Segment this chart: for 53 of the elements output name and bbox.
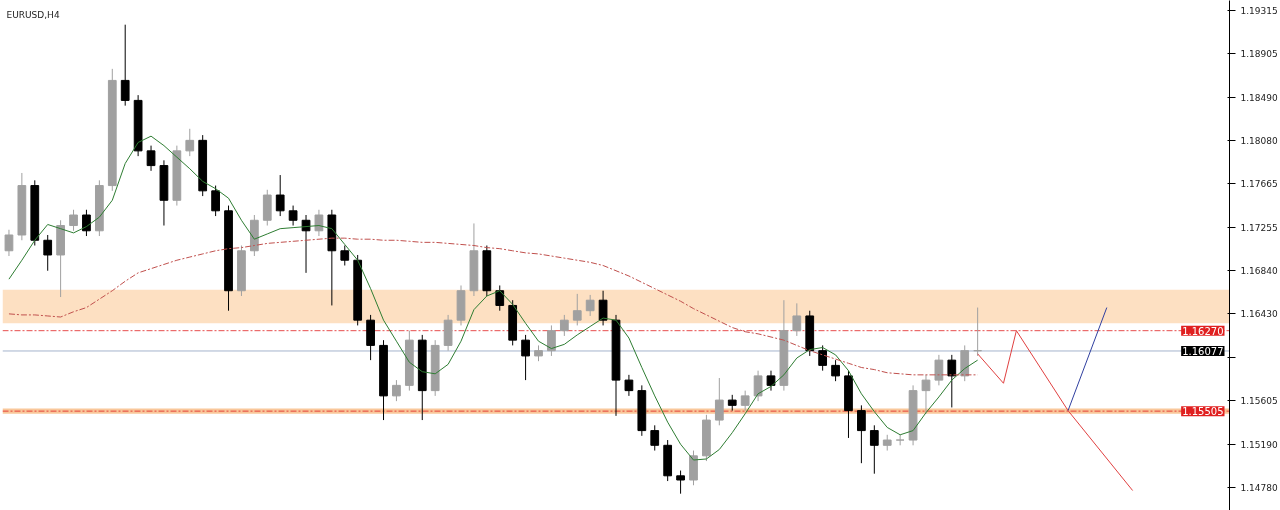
candlestick — [120, 24, 130, 107]
y-tick-label: 1.15190 — [1240, 439, 1278, 450]
candlestick — [650, 424, 660, 452]
candlestick — [185, 128, 195, 157]
candlestick — [753, 370, 763, 402]
candlestick — [818, 344, 828, 372]
candlestick — [211, 185, 220, 217]
candlestick — [314, 209, 324, 237]
ref-line-label: 1.15505 — [1182, 406, 1224, 418]
y-tick-label: 1.18490 — [1240, 92, 1278, 103]
y-tick-label: 1.17255 — [1240, 222, 1278, 233]
ref-line-label: 1.16270 — [1182, 325, 1224, 337]
candlestick — [857, 404, 866, 464]
candlestick — [82, 209, 91, 237]
candlestick — [69, 209, 78, 232]
y-tick-label: 1.18905 — [1240, 49, 1278, 60]
candlestick — [869, 424, 879, 475]
candlestick — [340, 245, 350, 266]
y-tick-label: 1.15605 — [1240, 396, 1278, 407]
candlestick — [559, 314, 569, 337]
y-tick-label: 1.14780 — [1240, 482, 1278, 493]
candlestick — [572, 293, 582, 326]
text: EURUSD,H4 — [6, 9, 60, 20]
candlestick — [624, 374, 634, 397]
candlestick — [43, 234, 53, 272]
candlestick — [392, 379, 401, 402]
candlestick — [288, 205, 298, 227]
y-tick-label: 1.19315 — [1240, 5, 1278, 16]
candlestick — [792, 302, 802, 337]
candlestick — [146, 145, 156, 172]
candlestick — [521, 334, 530, 381]
candlestick — [831, 359, 840, 382]
candlestick — [585, 294, 595, 317]
ref-line-label: 1.16077 — [1182, 345, 1224, 357]
candlestick — [740, 390, 750, 412]
candlestick — [275, 174, 285, 217]
y-tick-label: 1.16430 — [1240, 309, 1278, 320]
candlestick — [598, 290, 608, 326]
candlestick — [921, 374, 931, 415]
candlestick — [895, 434, 905, 446]
candlestick — [934, 354, 944, 386]
line-series — [8, 135, 979, 461]
y-tick-label: 1.16840 — [1240, 266, 1278, 277]
candlestick — [714, 377, 724, 426]
y-tick-label: 1.18080 — [1240, 135, 1278, 146]
candlestick — [495, 284, 505, 312]
candlestick — [766, 370, 776, 392]
candlestick — [547, 324, 556, 357]
candlestick — [676, 470, 685, 495]
y-tick-label: 1.17665 — [1240, 179, 1278, 190]
candlestick — [301, 214, 311, 274]
candlestick — [947, 354, 957, 408]
candlestick — [4, 229, 14, 257]
